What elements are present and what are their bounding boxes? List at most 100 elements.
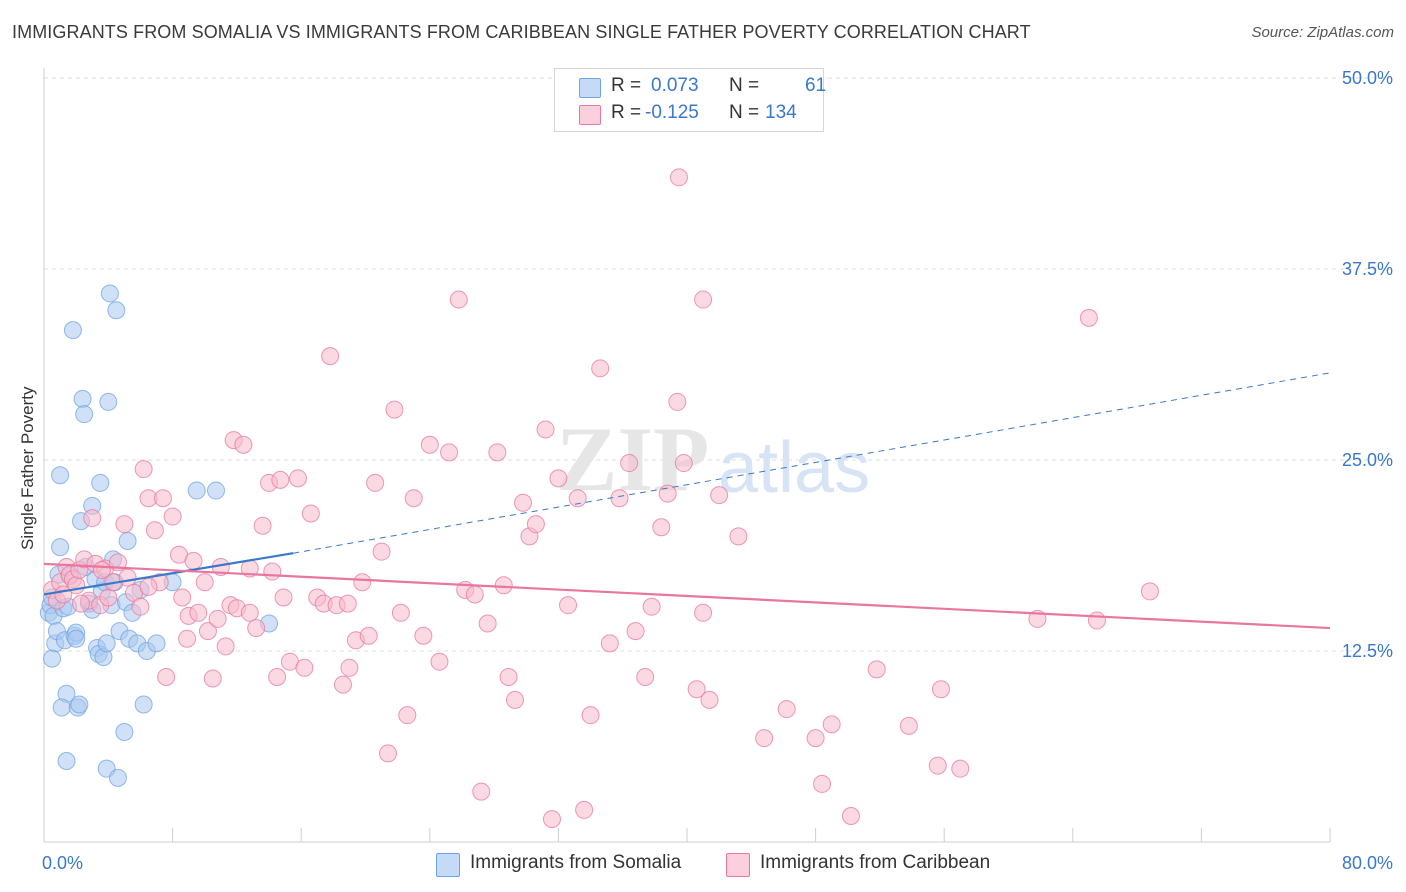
point-caribbean [234, 435, 253, 454]
point-somalia [115, 722, 134, 741]
point-caribbean [240, 603, 259, 622]
point-caribbean [321, 347, 340, 366]
point-caribbean [710, 486, 729, 505]
point-caribbean [195, 573, 214, 592]
x-tick-label: 80.0% [1342, 853, 1393, 873]
point-caribbean [379, 744, 398, 763]
tick-labels: 12.5% 25.0% 37.5% 50.0% 0.0% 80.0% [42, 68, 1393, 873]
point-caribbean [674, 454, 693, 473]
point-caribbean [338, 594, 357, 613]
bottom-legend-label-caribbean: Immigrants from Caribbean [760, 852, 991, 873]
point-caribbean [247, 619, 266, 638]
point-somalia [107, 301, 126, 320]
legend-r-value-caribbean: -0.125 [645, 102, 699, 123]
point-caribbean [178, 629, 197, 648]
point-caribbean [669, 168, 688, 187]
legend-n-value-somalia: 61 [805, 75, 827, 96]
point-caribbean [288, 469, 307, 488]
point-caribbean [163, 507, 182, 526]
point-caribbean [366, 473, 385, 492]
point-caribbean [488, 443, 507, 462]
point-somalia [134, 695, 153, 714]
point-caribbean [499, 667, 518, 686]
point-somalia [43, 649, 62, 668]
point-caribbean [271, 470, 290, 489]
bottom-legend-swatch-somalia [436, 853, 460, 877]
point-somalia [147, 634, 166, 653]
point-caribbean [404, 489, 423, 508]
trend-line-caribbean [43, 562, 1331, 630]
point-caribbean [173, 588, 192, 607]
point-caribbean [729, 527, 748, 546]
point-caribbean [295, 658, 314, 677]
point-caribbean [514, 493, 533, 512]
point-caribbean [340, 658, 359, 677]
point-caribbean [145, 521, 164, 540]
point-caribbean [274, 588, 293, 607]
point-caribbean [465, 585, 484, 604]
point-caribbean [931, 680, 950, 699]
watermark-atlas: atlas [718, 428, 870, 508]
point-caribbean [549, 469, 568, 488]
point-caribbean [620, 454, 639, 473]
point-caribbean [184, 551, 203, 570]
point-caribbean [636, 667, 655, 686]
point-caribbean [263, 562, 282, 581]
point-somalia [99, 392, 118, 411]
point-caribbean [841, 807, 860, 826]
point-somalia [51, 466, 70, 485]
series-caribbean-points [43, 168, 1159, 829]
y-axis-label: Single Father Poverty [18, 386, 37, 550]
point-caribbean [581, 706, 600, 725]
point-caribbean [494, 576, 513, 595]
point-caribbean [414, 626, 433, 645]
point-somalia [51, 538, 70, 557]
point-caribbean [134, 460, 153, 479]
point-caribbean [626, 622, 645, 641]
y-tick-label: 37.5% [1342, 259, 1393, 279]
chart-title: IMMIGRANTS FROM SOMALIA VS IMMIGRANTS FR… [12, 22, 1031, 42]
point-caribbean [813, 774, 832, 793]
point-caribbean [899, 716, 918, 735]
point-caribbean [591, 359, 610, 378]
legend: R = 0.073 N = 61 R = -0.125 N = 134 [554, 68, 827, 132]
point-caribbean [153, 489, 172, 508]
point-caribbean [92, 561, 111, 580]
point-caribbean [157, 667, 176, 686]
point-caribbean [131, 597, 150, 616]
point-caribbean [208, 609, 227, 628]
legend-n-value-caribbean: 134 [765, 102, 797, 123]
point-caribbean [694, 290, 713, 309]
x-tick-label: 0.0% [42, 853, 83, 873]
legend-n-label: N = [729, 75, 760, 96]
point-caribbean [687, 680, 706, 699]
point-caribbean [1079, 308, 1098, 327]
bottom-legend-swatch-caribbean [726, 853, 750, 877]
point-caribbean [700, 690, 719, 709]
trend-line-somalia [43, 552, 294, 596]
point-caribbean [505, 690, 524, 709]
point-caribbean [478, 614, 497, 633]
point-caribbean [951, 759, 970, 778]
point-somalia [67, 629, 86, 648]
point-caribbean [118, 568, 137, 587]
point-caribbean [203, 669, 222, 688]
point-caribbean [440, 443, 459, 462]
point-caribbean [216, 637, 235, 656]
point-caribbean [822, 715, 841, 734]
point-caribbean [189, 603, 208, 622]
point-caribbean [568, 489, 587, 508]
legend-r-label: R = [611, 102, 642, 123]
point-caribbean [301, 504, 320, 523]
point-somalia [97, 634, 116, 653]
axes [43, 68, 1331, 843]
point-somalia [187, 481, 206, 500]
point-caribbean [928, 756, 947, 775]
point-caribbean [353, 573, 372, 592]
y-tick-label: 50.0% [1342, 68, 1393, 88]
legend-swatch-caribbean [579, 105, 601, 125]
point-caribbean [642, 597, 661, 616]
point-somalia [73, 389, 92, 408]
point-caribbean [1087, 611, 1106, 630]
